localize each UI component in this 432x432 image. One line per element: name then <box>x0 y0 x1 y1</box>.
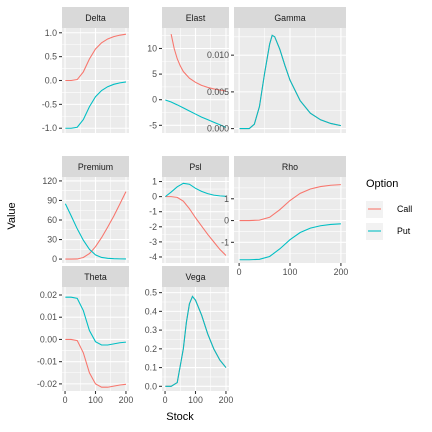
strip-gamma <box>234 7 346 28</box>
series-put-vega <box>165 295 227 387</box>
x-tick-label: 200 <box>119 395 134 405</box>
y-tick-label: -0.01 <box>37 357 57 367</box>
y-tick-label: -0.02 <box>37 379 57 389</box>
strip-label-premium: Premium <box>78 162 113 172</box>
y-tick-label: 0.010 <box>207 50 229 60</box>
y-tick-label: -4 <box>149 252 157 262</box>
legend-title: Option <box>366 178 398 190</box>
y-tick-label: 1.0 <box>45 28 57 38</box>
y-tick-label: 0.2 <box>145 344 157 354</box>
y-tick-label: 0.01 <box>40 312 57 322</box>
y-tick-label: 0.3 <box>145 325 157 335</box>
legend-item-call: Call <box>366 201 412 218</box>
y-tick-label: 60 <box>47 215 57 225</box>
y-tick-label: -3 <box>149 237 157 247</box>
y-tick-label: 120 <box>42 176 57 186</box>
x-tick-label: 100 <box>283 267 298 277</box>
y-tick-label: 5 <box>152 69 157 79</box>
x-tick-label: 200 <box>334 267 349 277</box>
strip-premium <box>62 156 129 177</box>
y-axis-title: Value <box>6 202 18 229</box>
y-tick-label: 1 <box>224 194 229 204</box>
y-tick-label: 0 <box>224 216 229 226</box>
series-put-rho <box>239 223 341 261</box>
panel-gamma: Gamma 0.000 0.005 0.010 <box>207 7 346 134</box>
y-tick-label: 0.02 <box>40 290 57 300</box>
y-tick-label: 90 <box>47 195 57 205</box>
legend-keys: Call Put <box>366 201 412 240</box>
y-tick-label: 10 <box>147 43 157 53</box>
panel-elast: Elast -5 0 5 10 <box>147 7 229 133</box>
legend-label: Put <box>397 226 411 236</box>
y-tick-label: -2 <box>149 222 157 232</box>
y-tick-label: 0.4 <box>145 306 157 316</box>
strip-label-rho: Rho <box>282 162 298 172</box>
y-tick-label: 30 <box>47 235 57 245</box>
x-tick-label: 100 <box>88 395 103 405</box>
x-tick-label: 100 <box>188 395 203 405</box>
panel-psl: Psl -4 -3 -2 -1 0 1 <box>149 156 229 263</box>
strip-rho <box>234 156 346 177</box>
y-tick-label: 0.000 <box>207 124 229 134</box>
strip-label-gamma: Gamma <box>274 13 305 23</box>
series-call-delta <box>65 33 127 82</box>
series-call-premium <box>65 191 127 260</box>
x-tick-label: 0 <box>163 395 168 405</box>
panel-premium: Premium 0 30 60 90 120 <box>42 156 129 264</box>
y-tick-label: 0.5 <box>145 288 157 298</box>
y-tick-label: 0.00 <box>40 334 57 344</box>
strip-label-psl: Psl <box>189 162 201 172</box>
legend-label: Call <box>397 204 412 214</box>
strip-elast <box>162 7 229 28</box>
strip-label-vega: Vega <box>185 272 205 282</box>
series-call-rho <box>239 184 341 222</box>
y-tick-label: 0.0 <box>45 76 57 86</box>
y-tick-label: 1 <box>152 177 157 187</box>
series-put-elast <box>165 99 227 128</box>
y-tick-label: 0 <box>152 95 157 105</box>
y-tick-label: -0.5 <box>42 99 57 109</box>
series-put-delta <box>65 81 127 129</box>
y-tick-label: 0.1 <box>145 363 157 373</box>
y-tick-label: 0.0 <box>145 381 157 391</box>
series-put-premium <box>64 203 126 260</box>
panel-theta: Theta -0.02 -0.01 0.00 0.01 0.02 0 100 200 <box>37 266 133 405</box>
legend: Option Call Put <box>366 178 412 240</box>
series-call-elast <box>170 34 227 92</box>
panel-delta: Delta -1.0 -0.5 0.0 0.5 1.0 <box>42 7 129 133</box>
strip-psl <box>162 156 229 177</box>
strip-theta <box>62 266 129 287</box>
strip-label-delta: Delta <box>85 13 106 23</box>
series-put-theta <box>65 296 127 346</box>
x-tick-label: 200 <box>219 395 234 405</box>
strip-label-elast: Elast <box>186 13 206 23</box>
x-axis-title: Stock <box>166 411 194 423</box>
legend-item-put: Put <box>366 223 411 240</box>
strip-vega <box>162 266 229 287</box>
y-tick-label: -1 <box>221 237 229 247</box>
series-call-theta <box>65 338 127 388</box>
series-call-psl <box>165 196 227 256</box>
y-tick-label: 0.5 <box>45 52 57 62</box>
y-tick-label: -1 <box>149 207 157 217</box>
strip-delta <box>62 7 129 28</box>
series-put-psl <box>165 182 226 198</box>
x-tick-label: 0 <box>63 395 68 405</box>
y-tick-label: -1.0 <box>42 123 57 133</box>
facet-panels: Delta-1.0-0.50.00.51.0Elast-50510Gamma0.… <box>37 7 348 405</box>
panel-rho: Rho -1 0 1 0 100 200 <box>221 156 348 277</box>
y-tick-label: 0 <box>152 192 157 202</box>
strip-label-theta: Theta <box>84 272 107 282</box>
x-tick-label: 0 <box>237 267 242 277</box>
y-tick-label: 0 <box>52 254 57 264</box>
y-tick-label: -5 <box>149 120 157 130</box>
y-tick-label: 0.005 <box>207 87 229 97</box>
series-put-gamma <box>239 34 342 130</box>
panel-vega: Vega 0.0 0.1 0.2 0.3 0.4 0.5 0 100 200 <box>145 266 234 405</box>
